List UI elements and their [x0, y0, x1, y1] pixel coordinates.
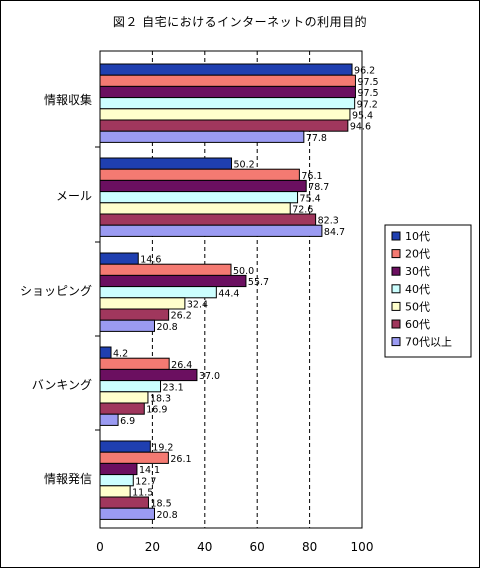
value-label: 18.3	[150, 394, 171, 405]
value-label: 18.5	[150, 499, 171, 510]
value-label: 14.6	[140, 255, 161, 266]
bar	[99, 485, 131, 498]
category-label: バンキング	[32, 378, 92, 392]
bar	[99, 391, 149, 404]
value-label: 37.0	[199, 371, 220, 382]
value-label: 4.2	[113, 349, 128, 360]
value-label: 50.2	[234, 160, 255, 171]
bar	[99, 191, 299, 204]
value-label: 94.6	[350, 122, 371, 133]
x-tick-label: 100	[351, 540, 374, 554]
legend-swatch	[391, 231, 401, 241]
value-label: 75.4	[300, 193, 321, 204]
legend-label: 10代	[405, 230, 430, 243]
bar	[99, 402, 145, 415]
bar	[99, 357, 170, 370]
bar	[99, 97, 356, 110]
value-label: 6.9	[120, 416, 135, 427]
x-tick-label: 20	[145, 540, 160, 554]
x-tick-label: 80	[302, 540, 317, 554]
bar	[99, 63, 353, 76]
bar	[99, 368, 198, 382]
legend-swatch	[391, 284, 401, 294]
bar	[99, 224, 323, 237]
value-label: 97.2	[357, 99, 378, 110]
bar	[99, 308, 170, 321]
bar	[99, 168, 300, 181]
value-label: 11.5	[132, 488, 153, 499]
value-label: 26.2	[171, 311, 192, 322]
legend-swatch	[391, 266, 401, 276]
bar	[99, 213, 317, 226]
value-label: 44.4	[218, 288, 239, 299]
legend-label: 40代	[405, 283, 430, 296]
category-label: 情報収集	[44, 92, 92, 107]
bar	[99, 179, 307, 193]
bar	[99, 286, 217, 299]
value-label: 26.1	[170, 454, 191, 465]
chart-title: 図２ 自宅におけるインターネットの利用目的	[112, 15, 368, 29]
value-label: 84.7	[324, 227, 345, 238]
bar	[99, 474, 134, 487]
value-label: 50.0	[233, 266, 254, 277]
bar	[99, 274, 247, 288]
bar	[99, 413, 119, 426]
value-label: 55.7	[248, 277, 269, 288]
value-label: 78.7	[308, 182, 329, 193]
x-tick-label: 60	[250, 540, 265, 554]
category-label: ショッピング	[20, 284, 92, 298]
bar	[99, 263, 232, 276]
category-label: メール	[56, 189, 92, 203]
bar	[99, 451, 169, 464]
bar	[99, 380, 162, 393]
legend-swatch	[391, 319, 401, 329]
value-label: 16.9	[146, 405, 167, 416]
value-label: 32.4	[187, 300, 208, 311]
value-label: 23.1	[163, 382, 184, 393]
value-label: 76.1	[301, 171, 322, 182]
value-label: 20.8	[156, 322, 177, 333]
value-label: 96.2	[354, 66, 375, 77]
bar	[99, 74, 356, 87]
bar	[99, 346, 112, 359]
value-label: 12.7	[135, 476, 156, 487]
legend-swatch	[391, 249, 401, 259]
value-label: 77.8	[306, 133, 327, 144]
value-label: 72.6	[292, 205, 313, 216]
value-label: 95.4	[352, 111, 373, 122]
legend-label: 50代	[405, 300, 430, 313]
bar	[99, 496, 149, 509]
bar	[99, 85, 356, 99]
bar	[99, 108, 351, 121]
legend-label: 60代	[405, 318, 430, 331]
legend-label: 30代	[405, 265, 430, 278]
legend-swatch	[391, 301, 401, 311]
bar	[99, 130, 305, 143]
legend-swatch	[391, 337, 401, 347]
bar	[99, 462, 138, 476]
value-label: 19.2	[152, 443, 173, 454]
bar	[99, 202, 291, 215]
bar	[99, 319, 155, 332]
bar	[99, 297, 186, 310]
value-label: 97.5	[357, 88, 378, 99]
value-label: 20.8	[156, 510, 177, 521]
value-label: 82.3	[318, 216, 339, 227]
x-tick-label: 0	[96, 540, 104, 554]
bar	[99, 252, 139, 265]
bar	[99, 440, 151, 453]
bar	[99, 507, 155, 520]
bar	[99, 157, 233, 170]
legend-label: 20代	[405, 248, 430, 261]
bar	[99, 119, 349, 132]
value-label: 26.4	[171, 360, 192, 371]
value-label: 97.5	[357, 77, 378, 88]
legend-label: 70代以上	[405, 336, 452, 349]
category-label: 情報発信	[44, 472, 92, 486]
value-label: 14.1	[139, 465, 160, 476]
x-tick-label: 40	[197, 540, 212, 554]
